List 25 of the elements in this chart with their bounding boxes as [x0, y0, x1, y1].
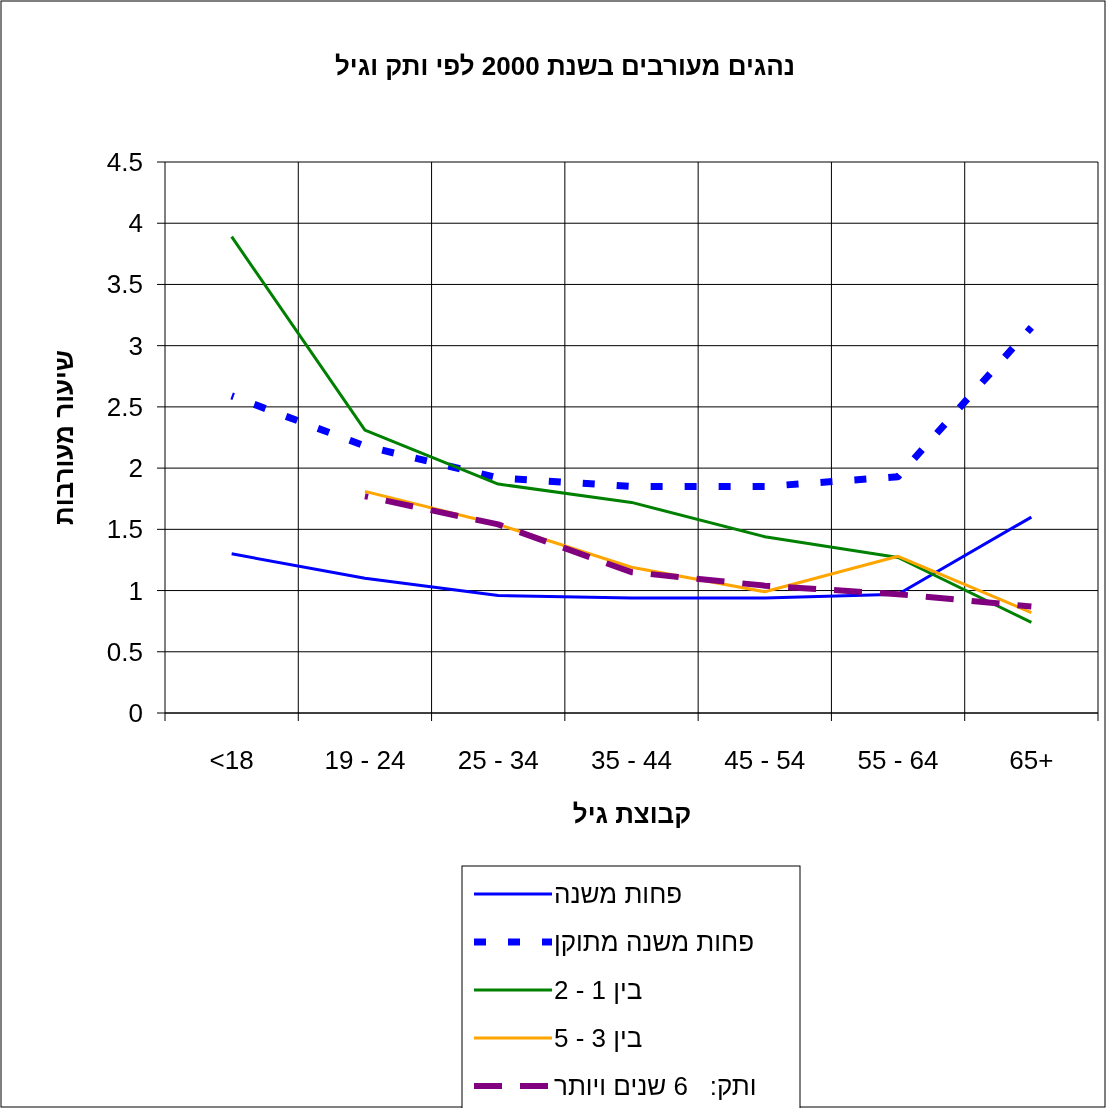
y-tick-label: 2 — [128, 453, 143, 484]
legend-label: פחות משנה מתוקן — [554, 927, 754, 957]
legend-label: בין 1 - 2 — [554, 975, 643, 1005]
y-tick-label: 1 — [128, 575, 143, 606]
y-tick-label: 0.5 — [106, 636, 143, 667]
y-tick-label: 3 — [128, 330, 143, 361]
x-tick-label: 45 - 54 — [724, 745, 806, 775]
x-tick-label: <18 — [209, 745, 254, 775]
x-tick-label: 25 - 34 — [457, 745, 539, 775]
y-tick-label: 3.5 — [106, 269, 143, 300]
y-axis-title: שיעור מעורבות — [49, 350, 79, 525]
x-tick-label: 55 - 64 — [857, 745, 939, 775]
x-tick-label: 65+ — [1009, 745, 1054, 775]
x-axis-title: קבוצת גיל — [572, 799, 692, 829]
y-tick-label: 1.5 — [106, 514, 143, 545]
legend-label: בין 3 - 5 — [554, 1023, 643, 1053]
chart-title: נהגים מעורבים בשנת 2000 לפי ותק וגיל — [335, 51, 795, 81]
y-tick-label: 2.5 — [106, 391, 143, 422]
y-tick-label: 4.5 — [106, 147, 143, 177]
x-tick-label: 19 - 24 — [324, 745, 406, 775]
x-tick-label: 35 - 44 — [591, 745, 672, 775]
legend-label: ותק: 6 שנים ויותר — [554, 1071, 757, 1101]
y-tick-label: 0 — [128, 698, 143, 728]
y-tick-label: 4 — [128, 208, 143, 239]
legend-label: פחות משנה — [554, 879, 683, 909]
